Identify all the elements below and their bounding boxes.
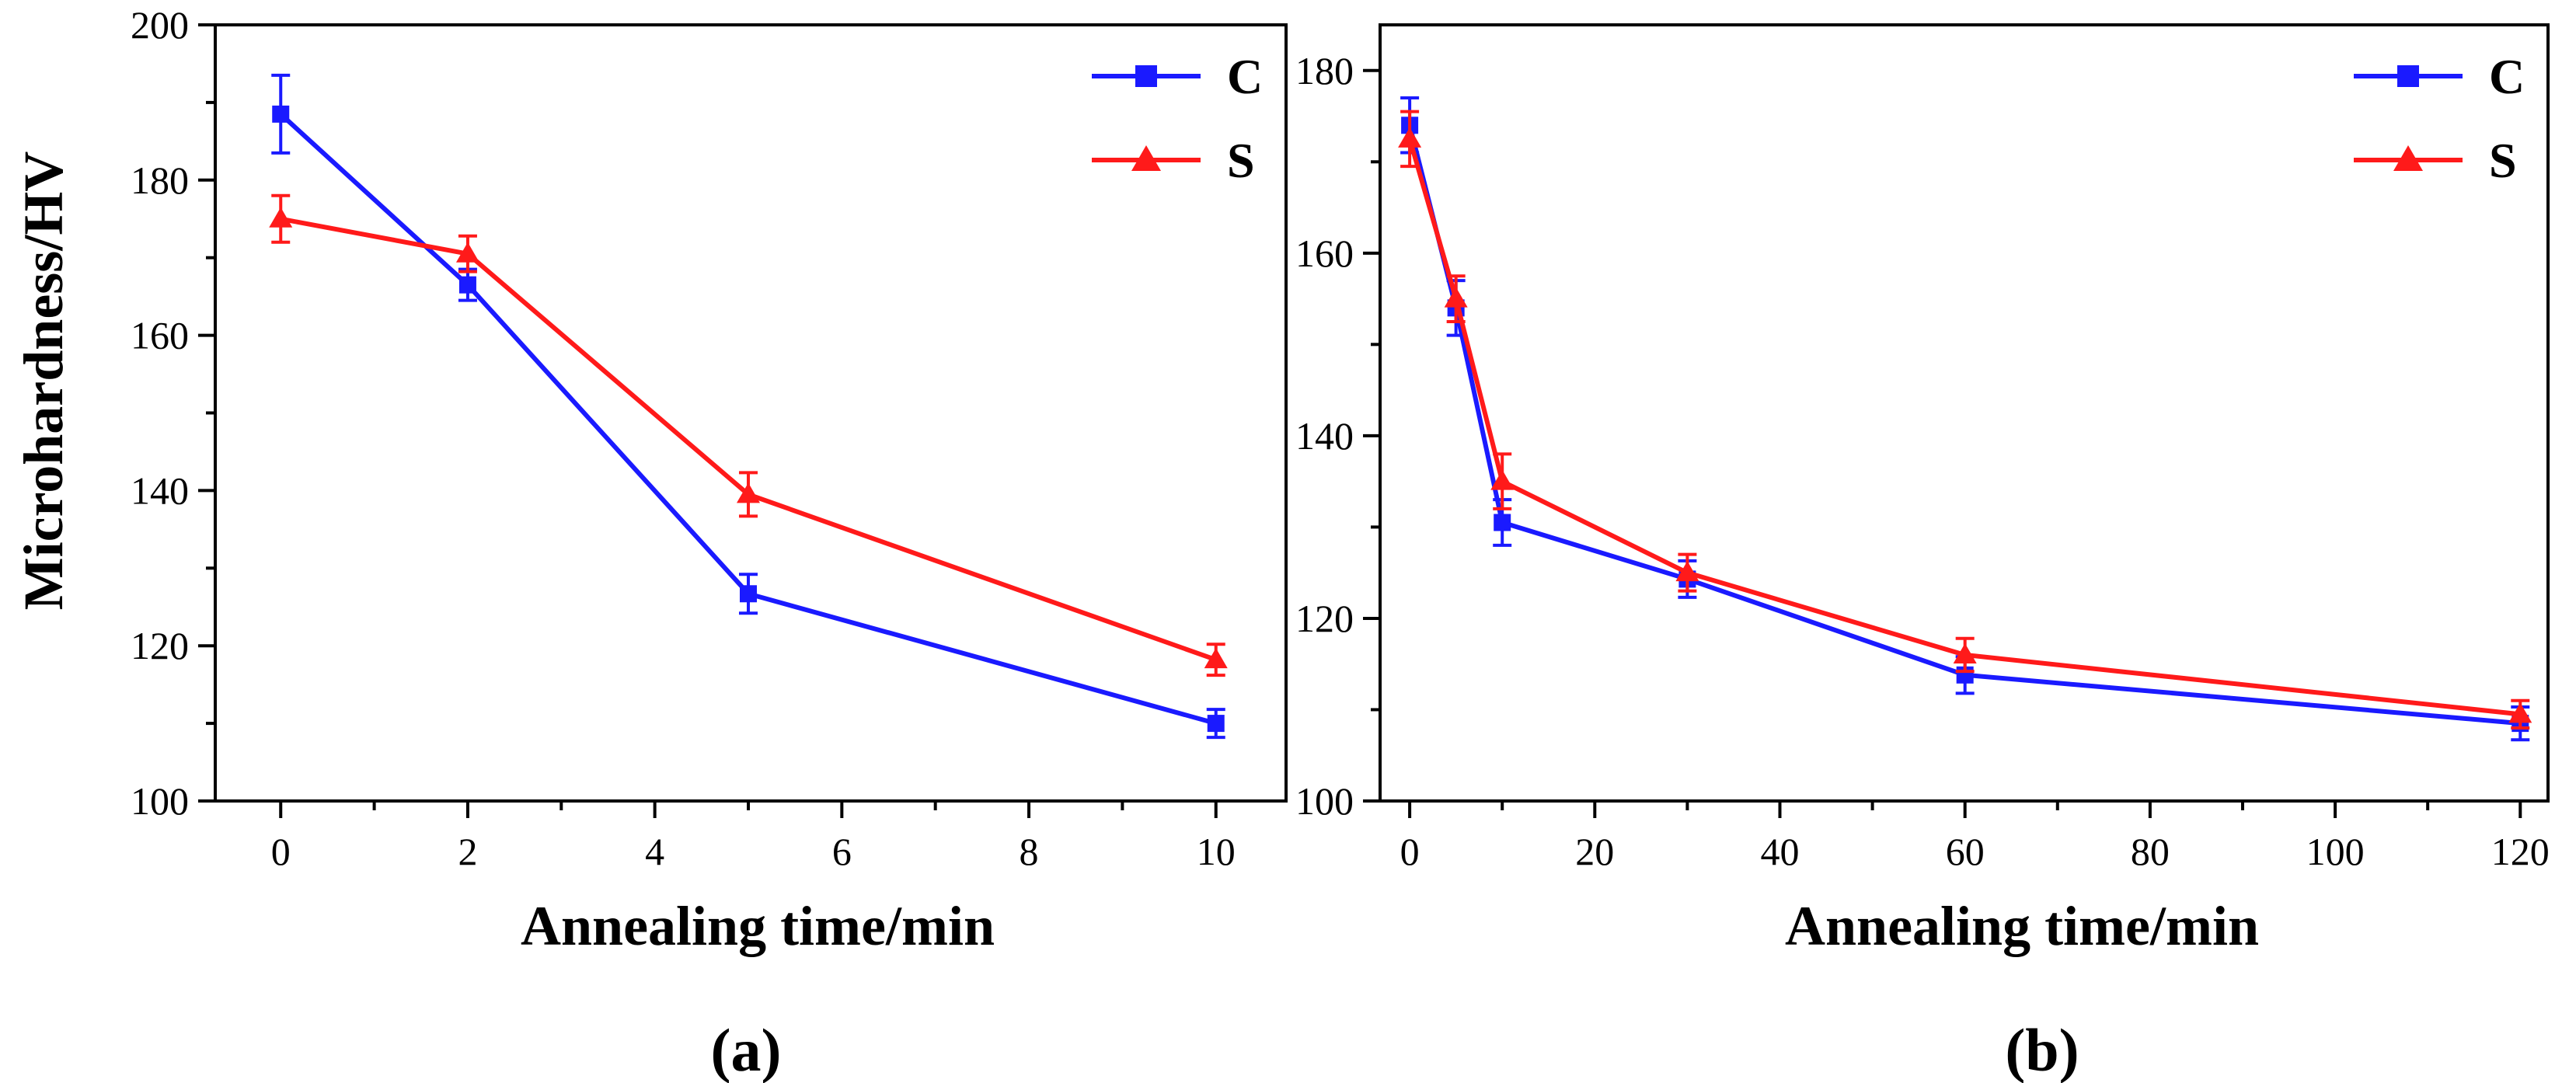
panel-a-xtick-label: 10 [1197,830,1236,873]
panel-a-ytick-label: 140 [131,468,189,512]
panel-a-series-S-point [455,242,479,263]
panel-a-legend-C-marker [1135,65,1157,87]
panel-b-legend-S-marker [2393,145,2423,171]
panel-a-series-C-point [272,105,290,123]
panel-b-series-C-point [1494,514,1511,531]
panel-b-xtick-label: 20 [1575,830,1614,873]
panel-b: 0 20 40 60 80 100 120 100 120 140 160 180 CS Anneal… [1295,23,2550,1083]
panel-b-xtick-label: 40 [1760,830,1799,873]
panel-a-series-C-point [458,276,476,294]
panel-a-legend: CS [1092,49,1263,188]
panel-a-legend-S-marker [1131,145,1161,171]
panel-b-xtick-label: 120 [2491,830,2550,873]
panel-b-series-S-point [1444,287,1468,308]
panel-a-series-C-point [739,585,757,603]
panel-a-legend-S-label: S [1227,133,1255,188]
panel-a-xtick-label: 2 [458,830,477,873]
panel-a-caption: (a) [711,1016,782,1083]
panel-b-series-S-point [2508,702,2532,723]
panel-b-xlabel: Annealing time/min [1785,895,2259,957]
panel-b-series-S-point [1398,127,1422,148]
panel-a-ytick-label: 200 [131,3,189,47]
panel-b-xtick-label: 0 [1400,830,1420,873]
panel-b-ytick-label: 180 [1295,49,1354,92]
panel-b-ytick-label: 140 [1295,414,1354,458]
panel-a-legend-C-label: C [1227,49,1263,104]
panel-a-series-S-point [1204,648,1228,669]
panel-a-ytick-label: 100 [131,779,189,823]
panel-a-xtick-label: 6 [832,830,852,873]
panel-a-xtick-label: 0 [271,830,291,873]
panel-b-caption: (b) [2005,1016,2079,1083]
panel-a-series-S-point [269,207,293,228]
panel-b-xtick-label: 80 [2131,830,2170,873]
panel-b-ytick-label: 120 [1295,597,1354,640]
panel-b-ytick-label: 100 [1295,779,1354,823]
panel-b-series-S-line [1407,138,2521,717]
panel-a-plot [269,73,1228,740]
panel-a-ytick-label: 160 [131,314,189,357]
panel-b-plot [1398,96,2532,742]
panel-b-legend-C-marker [2397,65,2419,87]
panel-a-series-S-line [280,216,1217,663]
panel-b-xtick-label: 60 [1946,830,1985,873]
panel-a-xlabel: Annealing time/min [521,895,995,957]
panel-b-xtick-label: 100 [2306,830,2365,873]
panel-a-series-S-point [736,482,760,503]
panel-b-legend-S-label: S [2489,133,2517,188]
panel-b-series-S-point [1953,642,1977,663]
panel-a-ylabel: Microhardness/HV [12,151,75,611]
panel-a-series-C-line [279,112,1217,726]
panel-b-series-S-point [1675,561,1699,582]
panel-b-legend-C-label: C [2489,49,2525,104]
panel-a-series-C-point [1207,715,1225,733]
panel-a: 0 2 4 6 8 10 100 120 140 160 180 200 CS Microhardne… [12,3,1288,1083]
panel-a-ytick-label: 120 [131,624,189,667]
panel-b-series-S-point [1490,469,1515,490]
panel-b-legend: CS [2354,49,2525,188]
panel-b-axes: 0 20 40 60 80 100 120 100 120 140 160 180 [1295,23,2550,873]
panel-b-ytick-label: 160 [1295,232,1354,275]
panel-a-xtick-label: 4 [645,830,664,873]
panel-a-axes: 0 2 4 6 8 10 100 120 140 160 180 200 [131,3,1288,873]
panel-a-xtick-label: 8 [1020,830,1039,873]
panel-a-ytick-label: 180 [131,158,189,202]
